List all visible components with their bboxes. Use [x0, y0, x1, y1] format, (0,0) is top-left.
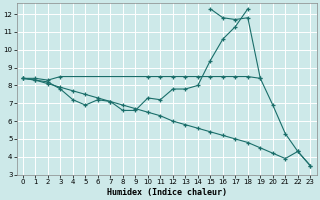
X-axis label: Humidex (Indice chaleur): Humidex (Indice chaleur) — [107, 188, 227, 197]
